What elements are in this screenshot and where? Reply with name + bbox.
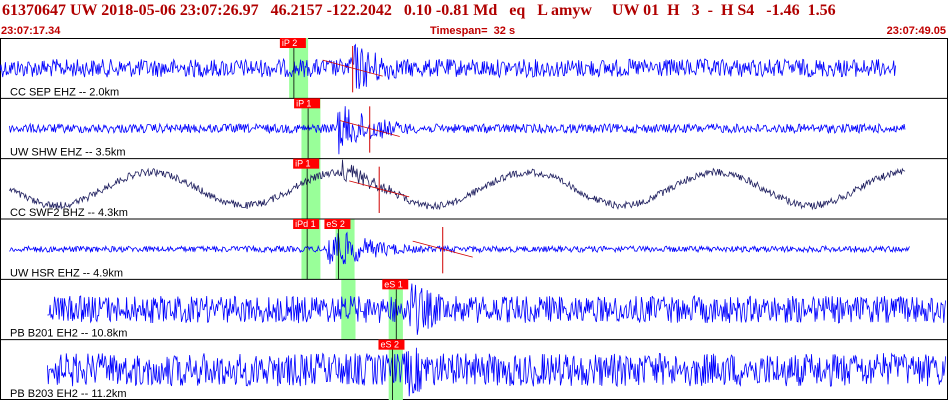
time-end-label: 23:07:49.05 (886, 25, 946, 37)
event-header: 61370647 UW 2018-05-06 23:07:26.97 46.21… (0, 0, 948, 38)
waveform-panel[interactable]: iP 2 CC SEP EHZ -- 2.0km iP 1 UW SHW EHZ --… (0, 38, 948, 400)
waveform-trace (0, 43, 896, 90)
pick-box[interactable] (382, 279, 409, 290)
waveform-trace (9, 106, 906, 155)
channel-row[interactable]: iP 1 UW SHW EHZ -- 3.5km (0, 97, 948, 159)
station-label: PB B201 EH2 -- 10.8km (10, 328, 127, 340)
channel-row[interactable]: iP 2 CC SEP EHZ -- 2.0km (0, 38, 896, 99)
waveform-trace (47, 283, 946, 335)
station-label: CC SEP EHZ -- 2.0km (10, 86, 119, 98)
pick-label[interactable]: iP 2 (282, 38, 297, 48)
timespan-label: Timespan= 32 s (430, 25, 516, 37)
pick-window (301, 219, 321, 280)
pick-box[interactable] (324, 219, 351, 229)
pick-box[interactable] (279, 38, 306, 48)
waveform-trace (9, 159, 906, 211)
station-label: UW HSR EHZ -- 4.9km (10, 267, 123, 279)
pick-label[interactable]: eS 2 (326, 219, 345, 229)
pick-box[interactable] (293, 158, 320, 169)
pick-label[interactable]: iPd 1 (295, 219, 316, 229)
station-label: UW SHW EHZ -- 3.5km (10, 147, 126, 159)
channel-row[interactable]: iPd 1 eS 2 UW HSR EHZ -- 4.9km (0, 218, 948, 280)
pick-label[interactable]: iP 1 (295, 159, 310, 169)
pick-label[interactable]: eS 1 (384, 279, 403, 289)
arrival-residual (339, 120, 400, 137)
pick-box[interactable] (293, 219, 320, 229)
arrival-residual (412, 240, 473, 258)
channel-row[interactable]: iP 1 CC SWF2 BHZ -- 4.3km (0, 158, 948, 219)
pick-label[interactable]: iP 1 (296, 98, 311, 108)
pick-window (301, 158, 321, 219)
pick-window (388, 279, 403, 340)
channel-row[interactable]: eS 2 PB B203 EH2 -- 11.2km (0, 339, 948, 400)
time-start-label: 23:07:17.34 (1, 25, 61, 37)
waveform-trace (9, 231, 910, 265)
waveform-canvas[interactable]: iP 2 CC SEP EHZ -- 2.0km iP 1 UW SHW EHZ --… (0, 38, 948, 400)
arrival-residual (349, 180, 410, 198)
event-summary: 61370647 UW 2018-05-06 23:07:26.97 46.21… (2, 2, 836, 19)
waveform-trace (47, 347, 946, 397)
arrival-residual (322, 59, 383, 77)
pick-window (341, 279, 356, 340)
pick-window (335, 219, 355, 280)
pick-box[interactable] (294, 98, 321, 109)
station-label: CC SWF2 BHZ -- 4.3km (10, 207, 128, 219)
pick-label[interactable]: eS 2 (380, 340, 399, 350)
station-label: PB B203 EH2 -- 11.2km (10, 388, 127, 400)
pick-box[interactable] (378, 339, 405, 350)
channel-row[interactable]: eS 1 PB B201 EH2 -- 10.8km (0, 278, 948, 340)
